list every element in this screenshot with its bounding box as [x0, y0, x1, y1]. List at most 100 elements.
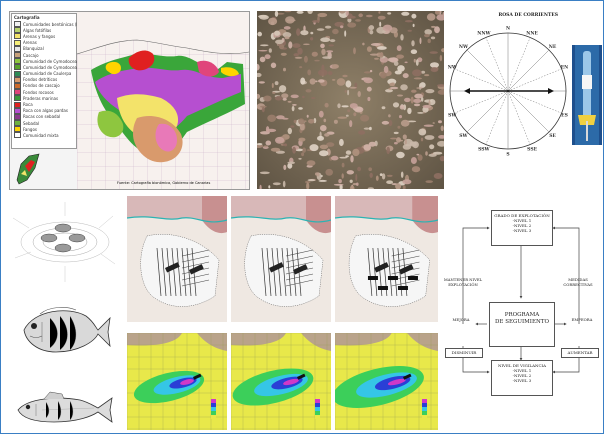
- flowchart-line: GRADO DE EXPLOTACIÓN: [494, 213, 550, 218]
- seabass-fish-illustration: [14, 388, 114, 430]
- legend-label: Praderas marinas: [23, 95, 59, 101]
- flowchart-line: -NIVEL 2: [512, 223, 532, 228]
- legend-label: Comunidad de Cymodocea: [23, 58, 77, 64]
- map-legend-item: Fondos detríticos: [14, 76, 74, 83]
- map-legend-item: Cascajo: [14, 52, 74, 59]
- bream-fish-illustration: [16, 300, 112, 362]
- legend-swatch: [14, 76, 21, 83]
- ripple-sketch-panel: [9, 198, 121, 290]
- map-legend-item: Comunidades bentónicas (Luis y col.): [14, 21, 98, 28]
- legend-swatch: [14, 101, 21, 108]
- legend-swatch: [14, 58, 21, 65]
- map-legend-item: Arenas: [14, 39, 74, 46]
- legend-swatch: [14, 39, 21, 46]
- legend-swatch: [14, 120, 21, 127]
- legend-swatch: [14, 82, 21, 89]
- nautical-chart-3: [335, 196, 438, 322]
- exploitation-level-box: GRADO DE EXPLOTACIÓN -NIVEL 1 -NIVEL 2 -NIV…: [491, 210, 553, 246]
- map-legend-item: Rocas con sebadal: [14, 113, 74, 120]
- map-legend-title: Cartografía: [14, 15, 40, 20]
- map-legend-item: Roca: [14, 101, 74, 108]
- rose-direction-label: WSW: [448, 113, 457, 119]
- current-rose: NNNENEENEEESESESSESSSWSWWSWWWNWNWNNW: [448, 26, 568, 158]
- map-legend-list: Comunidades bentónicas (Luis y col.) Alga…: [12, 21, 100, 139]
- legend-swatch: [14, 70, 21, 77]
- rose-direction-label: NE: [549, 44, 557, 50]
- legend-label: Blanquizal: [23, 46, 44, 52]
- maintain-exploitation-label: MANTENER NIVEL EXPLOTACIÓN: [441, 277, 485, 287]
- map-footer: Fuente: Cartografía bionómica, Gobierno …: [117, 181, 210, 185]
- map-legend-item: Sebadal: [14, 120, 74, 127]
- map-legend-item: Comunidad de Cymodocea y Caulerpa: [14, 64, 100, 71]
- gis-map-panel: Cartografía Comunidades bentónicas (Luis…: [9, 11, 250, 190]
- flowchart-line: NIVEL DE VIGILANCIA: [497, 363, 547, 368]
- bionomic-map: Fuente: Cartografía bionómica, Gobierno …: [77, 12, 249, 189]
- rose-direction-label: ENE: [561, 64, 568, 70]
- legend-label: Arenas y fangos: [23, 33, 56, 39]
- legend-label: Sebadal: [23, 120, 40, 126]
- legend-swatch: [14, 21, 21, 28]
- legend-label: Cascajo: [23, 52, 39, 58]
- rose-direction-label: SSW: [478, 147, 490, 153]
- seabed-photo-panel: [257, 11, 444, 189]
- current-rose-panel: ROSA DE CORRIENTES NNNENEENEEESESESSESSS…: [448, 11, 602, 161]
- legend-label: Fondos detríticos: [23, 77, 58, 83]
- legend-label: Roca: [23, 102, 33, 108]
- monitoring-flowchart: GRADO DE EXPLOTACIÓN -NIVEL 1 -NIVEL 2 -NIV…: [441, 198, 602, 398]
- legend-label: Rocas con sebadal: [23, 114, 61, 120]
- surveillance-level-box: NIVEL DE VIGILANCIA -NIVEL 1 -NIVEL 2 -NIVE…: [491, 360, 553, 396]
- legend-label: Roca con algas pardas: [23, 108, 68, 114]
- seabed-photo: [257, 11, 444, 189]
- rose-direction-label: SE: [549, 133, 556, 139]
- map-legend-item: Comunidad de Cymodocea: [14, 58, 77, 65]
- legend-label: Algas fotófilas: [23, 27, 52, 33]
- nautical-chart-1: [127, 196, 227, 322]
- improves-label: MEJORA: [452, 317, 470, 322]
- legend-swatch: [14, 126, 21, 133]
- flowchart-line: MANTENER NIVEL: [443, 277, 483, 282]
- legend-label: Comunidad de Caulerpa: [23, 71, 72, 77]
- map-legend-item: Comunidad mixta: [14, 132, 74, 139]
- legend-swatch: [14, 107, 21, 114]
- decrease-box: DISMINUIR: [445, 348, 483, 358]
- rose-direction-label: S: [506, 152, 509, 158]
- legend-swatch: [14, 64, 21, 71]
- map-legend-item: Fondos de cascajo: [14, 82, 74, 89]
- flowchart-line: -NIVEL 3: [512, 378, 532, 383]
- legend-swatch: [14, 33, 21, 40]
- legend-swatch: [14, 113, 21, 120]
- map-legend-item: Comunidad de Caulerpa: [14, 70, 74, 77]
- rose-direction-label: ESE: [561, 113, 568, 119]
- legend-label: Fangos: [23, 126, 37, 132]
- legend-label: Fondos de cascajo: [23, 83, 60, 89]
- map-legend-item: Algas fotófilas: [14, 27, 74, 34]
- map-island-inset: [16, 153, 40, 185]
- legend-swatch: [14, 95, 21, 102]
- monitoring-program-box: PROGRAMA DE SEGUIMIENTO: [489, 302, 555, 347]
- rose-direction-label: WNW: [448, 64, 458, 70]
- rose-direction-label: SSE: [527, 147, 537, 153]
- map-legend-item: Roca con algas pardas: [14, 107, 74, 114]
- rose-direction-label: N: [506, 26, 510, 32]
- legend-label: Comunidad de Cymodocea y Caulerpa: [23, 64, 100, 70]
- legend-swatch: [14, 89, 21, 96]
- current-meter-photo: [572, 45, 602, 145]
- ripple-sketch: [12, 202, 116, 282]
- increase-box: AUMENTAR: [561, 348, 599, 358]
- rose-direction-label: NNW: [477, 30, 491, 36]
- flowchart-line: EXPLOTACIÓN: [448, 281, 478, 287]
- legend-label: Fondos rocosos: [23, 89, 54, 95]
- map-legend-item: Arenas y fangos: [14, 33, 74, 40]
- nautical-chart-2: [231, 196, 331, 322]
- corrective-measures-label: MEDIDAS CORRECTIVAS: [555, 277, 601, 287]
- flowchart-line: -NIVEL 1: [512, 218, 532, 223]
- map-legend: Cartografía Comunidades bentónicas (Luis…: [11, 13, 100, 149]
- rose-direction-label: SW: [459, 133, 468, 139]
- legend-swatch: [14, 45, 21, 52]
- rose-direction-label: NNE: [526, 30, 538, 36]
- flowchart-line: -NIVEL 3: [512, 228, 532, 233]
- map-legend-item: Praderas marinas: [14, 95, 74, 102]
- map-legend-item: Fondos rocosos: [14, 89, 74, 96]
- legend-swatch: [14, 52, 21, 59]
- map-legend-item: Blanquizal: [14, 45, 74, 52]
